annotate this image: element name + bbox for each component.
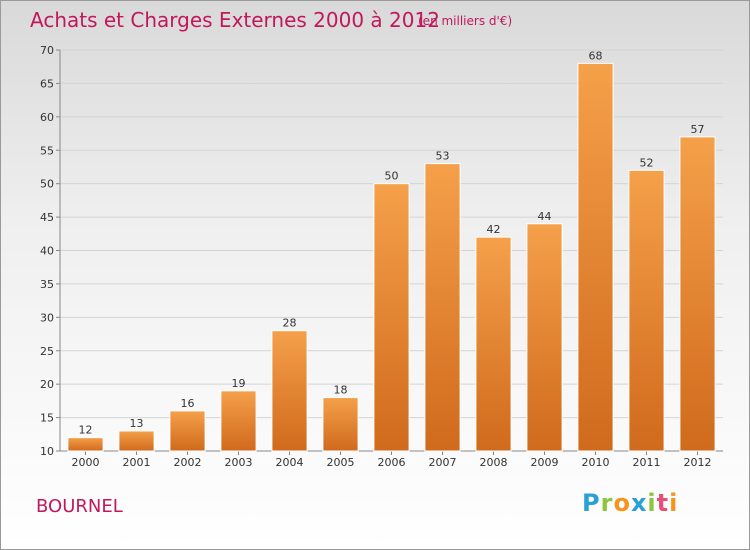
- data-label: 16: [181, 397, 195, 410]
- bar-2008: [475, 236, 512, 452]
- y-tick-label: 40: [40, 245, 54, 258]
- data-label: 57: [691, 123, 705, 136]
- data-label: 68: [589, 49, 603, 62]
- y-tick-label: 50: [40, 178, 54, 191]
- bars: [67, 62, 716, 452]
- x-tick-label: 2000: [72, 456, 100, 469]
- y-tick-label: 60: [40, 111, 54, 124]
- x-tick-label: 2010: [582, 456, 610, 469]
- data-label: 53: [436, 150, 450, 163]
- x-tick-label: 2008: [480, 456, 508, 469]
- logo-letter: P: [582, 489, 601, 517]
- data-label: 28: [283, 317, 297, 330]
- chart-subtitle: (en milliers d'€): [418, 14, 513, 28]
- y-tick-label: 25: [40, 345, 54, 358]
- y-tick-label: 20: [40, 378, 54, 391]
- labels: 10 15 20 25 30 35 40 45 50 55 60 65 70 12 2000 13 2001 16…: [40, 44, 712, 469]
- logo-letter: r: [600, 489, 614, 517]
- bar-2007: [424, 163, 461, 452]
- y-tick-label: 10: [40, 445, 54, 458]
- data-label: 52: [640, 156, 654, 169]
- x-tick-label: 2012: [684, 456, 712, 469]
- data-label: 42: [487, 223, 501, 236]
- logo-letter: o: [613, 489, 631, 517]
- bar-2005: [322, 397, 359, 452]
- x-tick-label: 2001: [123, 456, 151, 469]
- x-tick-label: 2011: [633, 456, 661, 469]
- y-tick-label: 30: [40, 311, 54, 324]
- proxiti-logo: Proxiti: [582, 489, 678, 517]
- data-label: 19: [232, 377, 246, 390]
- x-tick-label: 2002: [174, 456, 202, 469]
- bar-2011: [628, 169, 665, 452]
- x-tick-label: 2004: [276, 456, 304, 469]
- logo-letter: x: [630, 489, 648, 517]
- logo-letter: i: [647, 489, 657, 517]
- data-label: 13: [130, 417, 144, 430]
- x-tick-label: 2009: [531, 456, 559, 469]
- bar-2004: [271, 330, 308, 452]
- y-tick-label: 45: [40, 211, 54, 224]
- data-label: 44: [538, 210, 552, 223]
- logo-letter: t: [656, 489, 670, 517]
- bar-2001: [118, 430, 155, 452]
- bar-2012: [679, 136, 716, 452]
- logo-letter: i: [669, 489, 679, 517]
- bar-2003: [220, 390, 257, 452]
- y-tick-label: 15: [40, 412, 54, 425]
- data-label: 12: [79, 424, 93, 437]
- bar-2010: [577, 62, 614, 452]
- bar-2002: [169, 410, 206, 452]
- x-tick-label: 2007: [429, 456, 457, 469]
- chart-title: Achats et Charges Externes 2000 à 2012: [30, 8, 440, 32]
- bar-2009: [526, 223, 563, 452]
- y-tick-label: 70: [40, 44, 54, 57]
- bar-2000: [67, 437, 104, 452]
- data-label: 50: [385, 170, 399, 183]
- bar-2006: [373, 183, 410, 452]
- y-tick-label: 55: [40, 144, 54, 157]
- place-name: BOURNEL: [36, 496, 123, 517]
- x-tick-label: 2003: [225, 456, 253, 469]
- y-tick-label: 65: [40, 77, 54, 90]
- y-tick-label: 35: [40, 278, 54, 291]
- x-tick-label: 2005: [327, 456, 355, 469]
- x-tick-label: 2006: [378, 456, 406, 469]
- data-label: 18: [334, 384, 348, 397]
